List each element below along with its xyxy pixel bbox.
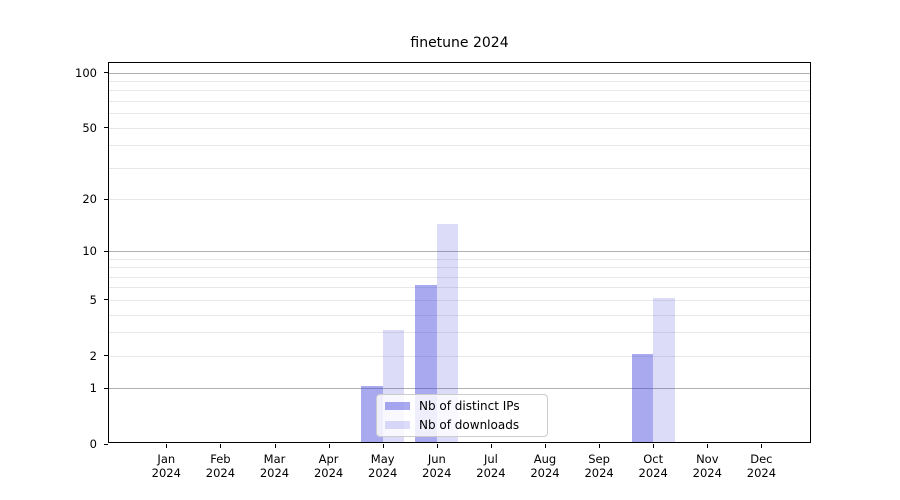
- x-tick-may-2024: [382, 444, 384, 448]
- y-tick-label-0: 0: [89, 437, 97, 451]
- bar-distinct-ips-oct-2024: [631, 353, 654, 442]
- gridline-y-6: [109, 287, 810, 289]
- y-tick-label-10: 10: [82, 244, 97, 258]
- x-tick-year-mar-2024: 2024: [259, 465, 290, 480]
- y-tick-2: [104, 355, 108, 357]
- y-tick-20: [104, 198, 108, 200]
- y-tick-0: [104, 443, 108, 445]
- gridline-y-20: [109, 199, 810, 200]
- y-tick-50: [104, 127, 108, 129]
- x-tick-jun-2024: [436, 444, 438, 448]
- x-tick-month-apr-2024: Apr: [318, 452, 339, 466]
- x-tick-month-jan-2024: Jan: [157, 452, 176, 466]
- x-tick-year-may-2024: 2024: [368, 465, 398, 480]
- x-tick-month-dec-2024: Dec: [750, 452, 773, 466]
- gridline-y-10: [109, 251, 810, 252]
- x-tick-sep-2024: [599, 444, 601, 448]
- x-tick-label-jan-2024: Jan 2024: [136, 452, 196, 480]
- x-tick-label-aug-2024: Aug 2024: [515, 452, 575, 480]
- x-tick-jan-2024: [166, 444, 168, 448]
- gridline-y-5: [109, 299, 810, 301]
- x-tick-year-jun-2024: 2024: [422, 465, 452, 480]
- y-tick-5: [104, 299, 108, 301]
- x-tick-month-nov-2024: Nov: [696, 452, 719, 466]
- gridline-y-2: [109, 355, 810, 357]
- x-tick-year-jan-2024: 2024: [151, 465, 181, 480]
- gridline-y-90: [109, 81, 810, 82]
- x-tick-label-nov-2024: Nov 2024: [677, 452, 737, 480]
- y-tick-1: [104, 387, 108, 389]
- x-tick-oct-2024: [653, 444, 655, 448]
- x-tick-month-may-2024: May: [370, 452, 395, 466]
- y-tick-100: [104, 72, 108, 74]
- y-tick-label-20: 20: [82, 192, 97, 206]
- bar-downloads-oct-2024: [653, 297, 675, 442]
- x-tick-label-may-2024: May 2024: [353, 452, 413, 480]
- legend-label-distinct-ips: Nb of distinct IPs: [419, 399, 520, 413]
- gridline-y-4: [109, 314, 810, 316]
- x-tick-month-feb-2024: Feb: [210, 452, 231, 466]
- gridline-y-30: [109, 167, 810, 169]
- x-tick-month-mar-2024: Mar: [263, 452, 286, 466]
- x-tick-jul-2024: [490, 444, 492, 448]
- x-tick-year-nov-2024: 2024: [692, 465, 722, 480]
- legend-item-distinct-ips: Nb of distinct IPs: [385, 399, 539, 413]
- gridline-y-80: [109, 90, 810, 92]
- legend: Nb of distinct IPs Nb of downloads: [376, 394, 548, 437]
- gridline-y-50: [109, 127, 810, 129]
- x-tick-label-jul-2024: Jul 2024: [461, 452, 521, 480]
- gridline-y-40: [109, 145, 810, 147]
- bar-downloads-jun-2024: [436, 224, 459, 442]
- x-tick-year-oct-2024: 2024: [638, 465, 668, 480]
- gridline-y-9: [109, 258, 810, 260]
- legend-swatch-distinct-ips: [385, 402, 410, 410]
- x-tick-label-mar-2024: Mar 2024: [245, 452, 305, 480]
- y-tick-label-1: 1: [89, 381, 97, 396]
- gridline-y-3: [109, 332, 810, 334]
- x-tick-year-sep-2024: 2024: [584, 465, 614, 480]
- x-tick-month-aug-2024: Aug: [533, 452, 557, 466]
- x-tick-year-aug-2024: 2024: [530, 465, 560, 480]
- y-tick-label-2: 2: [89, 348, 97, 363]
- x-tick-year-feb-2024: 2024: [205, 465, 236, 480]
- plot-area: Nb of distinct IPs Nb of downloads 100 50 2…: [75, 62, 811, 479]
- x-tick-label-dec-2024: Dec 2024: [731, 452, 791, 480]
- x-tick-year-dec-2024: 2024: [746, 465, 777, 480]
- x-tick-label-apr-2024: Apr 2024: [299, 452, 359, 480]
- x-tick-year-apr-2024: 2024: [313, 465, 344, 480]
- x-tick-feb-2024: [220, 444, 222, 448]
- legend-item-downloads: Nb of downloads: [385, 418, 539, 432]
- x-tick-label-jun-2024: Jun 2024: [407, 452, 467, 480]
- chart-title: finetune 2024: [410, 35, 509, 51]
- x-tick-nov-2024: [707, 444, 709, 448]
- gridline-y-60: [109, 113, 810, 115]
- y-tick-label-100: 100: [75, 65, 97, 80]
- x-tick-month-oct-2024: Oct: [643, 452, 664, 466]
- y-tick-label-50: 50: [82, 120, 97, 135]
- x-tick-mar-2024: [274, 444, 276, 448]
- x-tick-month-jun-2024: Jun: [427, 452, 446, 466]
- y-tick-label-5: 5: [89, 292, 97, 307]
- x-tick-label-oct-2024: Oct 2024: [623, 452, 683, 480]
- legend-label-downloads: Nb of downloads: [419, 418, 520, 432]
- x-tick-apr-2024: [328, 444, 330, 448]
- x-tick-aug-2024: [545, 444, 546, 448]
- gridline-y-70: [109, 101, 810, 102]
- x-tick-dec-2024: [761, 444, 763, 448]
- legend-swatch-downloads: [385, 421, 410, 429]
- gridline-y-7: [109, 276, 810, 278]
- x-tick-label-sep-2024: Sep 2024: [569, 452, 629, 480]
- y-tick-10: [104, 250, 108, 252]
- x-tick-label-feb-2024: Feb 2024: [190, 452, 250, 480]
- x-tick-month-sep-2024: Sep: [588, 452, 610, 466]
- gridline-y-100: [109, 72, 810, 74]
- x-tick-year-jul-2024: 2024: [476, 465, 506, 480]
- gridline-y-1: [109, 388, 810, 390]
- gridline-y-8: [109, 267, 810, 269]
- x-tick-month-jul-2024: Jul: [483, 452, 498, 466]
